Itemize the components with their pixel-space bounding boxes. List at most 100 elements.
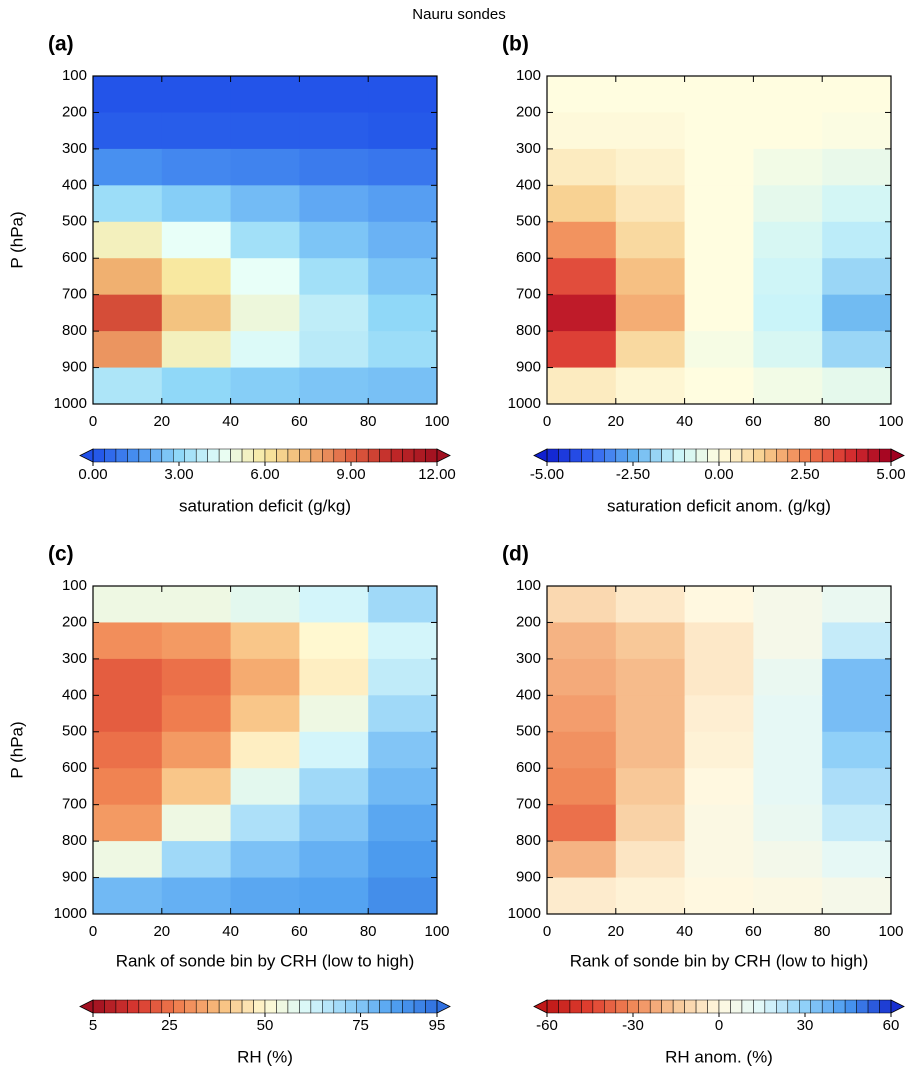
x-tick-label: 0 [543,923,551,940]
colorbar-segment [810,448,823,463]
heatmap-cell [684,695,754,733]
heatmap-cell [368,331,438,369]
heatmap-cell [684,185,754,223]
colorbar-segment [379,999,392,1014]
colorbar-segment [276,999,289,1014]
y-tick-label: 500 [62,213,87,230]
heatmap-cell [93,658,163,696]
heatmap-cell [753,331,823,369]
x-tick-label: 60 [291,923,308,940]
colorbar-segment [764,999,777,1014]
colorbar-segment [322,448,335,463]
y-tick-label: 1000 [508,395,541,412]
heatmap-cell [615,367,686,405]
heatmap-cell [230,258,300,296]
y-axis-label: P (hPa) [7,721,26,778]
heatmap-cell [93,367,163,405]
heatmap-cell [822,804,892,842]
x-tick-label: 20 [153,923,170,940]
colorbar-segment [253,999,266,1014]
heatmap-cell [753,367,823,405]
heatmap-cell [299,658,369,696]
heatmap-cell [753,804,823,842]
y-axis-label: P (hPa) [7,211,26,268]
heatmap-cell [161,841,232,879]
colorbar-segment [787,448,800,463]
colorbar-segment [150,999,163,1014]
x-tick-label: 20 [607,413,624,430]
heatmap-cell [93,258,163,296]
heatmap-cell [547,768,617,806]
heatmap-cell [684,731,754,769]
x-tick-label: 20 [607,923,624,940]
heatmap-cell [547,622,617,660]
y-tick-label: 300 [62,140,87,157]
colorbar-segment [207,448,220,463]
heatmap-cell [684,331,754,369]
colorbar-segment [730,448,743,463]
heatmap-cell [684,258,754,296]
y-tick-label: 900 [62,869,87,886]
colorbar-segment [287,448,300,463]
colorbar-segment [730,999,743,1014]
colorbar-segment [672,999,685,1014]
colorbar-segment [356,448,369,463]
colorbar-label: RH (%) [237,1047,293,1066]
heatmap-cell [230,76,300,113]
heatmap-cell [753,841,823,879]
heatmap-cell [299,768,369,806]
heatmap-cell [161,877,232,915]
colorbar-arrow-high [890,448,905,463]
colorbar-tick-label: 60 [883,1017,900,1034]
heatmap-cell [753,877,823,915]
colorbar-tick-label: 95 [429,1017,446,1034]
heatmap-cell [161,804,232,842]
heatmap-cell [547,185,617,223]
y-tick-label: 800 [516,832,541,849]
heatmap-cell [299,622,369,660]
heatmap-cell [368,185,438,223]
colorbar-segment [127,448,140,463]
heatmap-cell [822,76,892,113]
colorbar-segment [856,999,869,1014]
heatmap-cell [230,731,300,769]
y-tick-label: 800 [516,322,541,339]
colorbar-segment [844,999,857,1014]
x-tick-label: 40 [676,413,693,430]
colorbar-segment [546,448,559,463]
plot-frame [546,585,892,915]
colorbar-tick-label: 12.00 [418,466,456,483]
heatmap-cell [615,294,686,332]
colorbar-segment [776,999,789,1014]
heatmap-cell [753,221,823,259]
heatmap-cell [368,877,438,915]
heatmap-cell [299,804,369,842]
heatmap-cell [230,695,300,733]
y-tick-label: 1000 [54,395,87,412]
y-tick-label: 700 [62,286,87,303]
colorbar-segment [230,999,243,1014]
heatmap-cell [299,841,369,879]
heatmap-cell [684,658,754,696]
x-tick-label: 80 [814,413,831,430]
colorbar-segment [92,448,105,463]
colorbar-segment [558,999,571,1014]
heatmap-cell [615,877,686,915]
heatmap-cell [547,367,617,405]
x-tick-label: 100 [878,923,903,940]
heatmap-cell [684,877,754,915]
heatmap-cell [161,622,232,660]
colorbar-tick-label: 75 [352,1017,369,1034]
colorbar-segment [810,999,823,1014]
heatmap-cell [822,221,892,259]
colorbar-segment [833,999,846,1014]
colorbar-segment [867,999,880,1014]
colorbar-segment [821,448,834,463]
heatmap-cell [93,841,163,879]
colorbar-segment [592,448,605,463]
colorbar-segment [661,999,674,1014]
colorbar-segment [322,999,335,1014]
colorbar-segment [333,448,346,463]
heatmap-cell [547,695,617,733]
colorbar-tick-label: 30 [797,1017,814,1034]
